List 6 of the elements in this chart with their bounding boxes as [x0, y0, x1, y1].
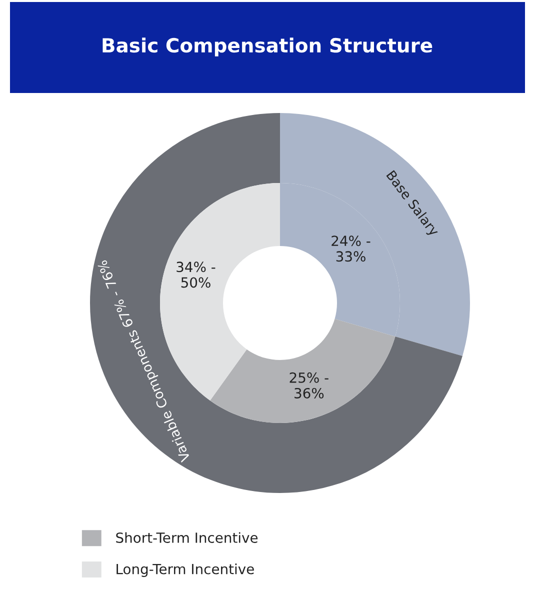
- text: 25% - 36%: [290, 372, 328, 398]
- legend-label: Long-Term Incentive: [116, 564, 254, 577]
- text: 24% - 33%: [332, 236, 370, 262]
- chart-title: Basic Compensation Structure: [102, 38, 432, 56]
- legend-label: Short-Term Incentive: [116, 532, 258, 543]
- text: 34% - 50%: [176, 262, 216, 288]
